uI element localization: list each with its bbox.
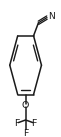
Text: F: F — [31, 119, 37, 128]
Text: N: N — [48, 12, 55, 21]
Text: F: F — [23, 129, 28, 137]
Text: O: O — [22, 101, 29, 110]
Text: F: F — [14, 119, 20, 128]
